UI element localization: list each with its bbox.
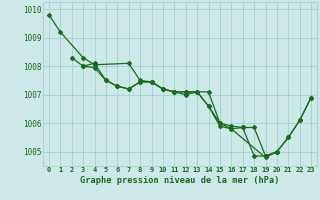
- X-axis label: Graphe pression niveau de la mer (hPa): Graphe pression niveau de la mer (hPa): [80, 176, 280, 185]
